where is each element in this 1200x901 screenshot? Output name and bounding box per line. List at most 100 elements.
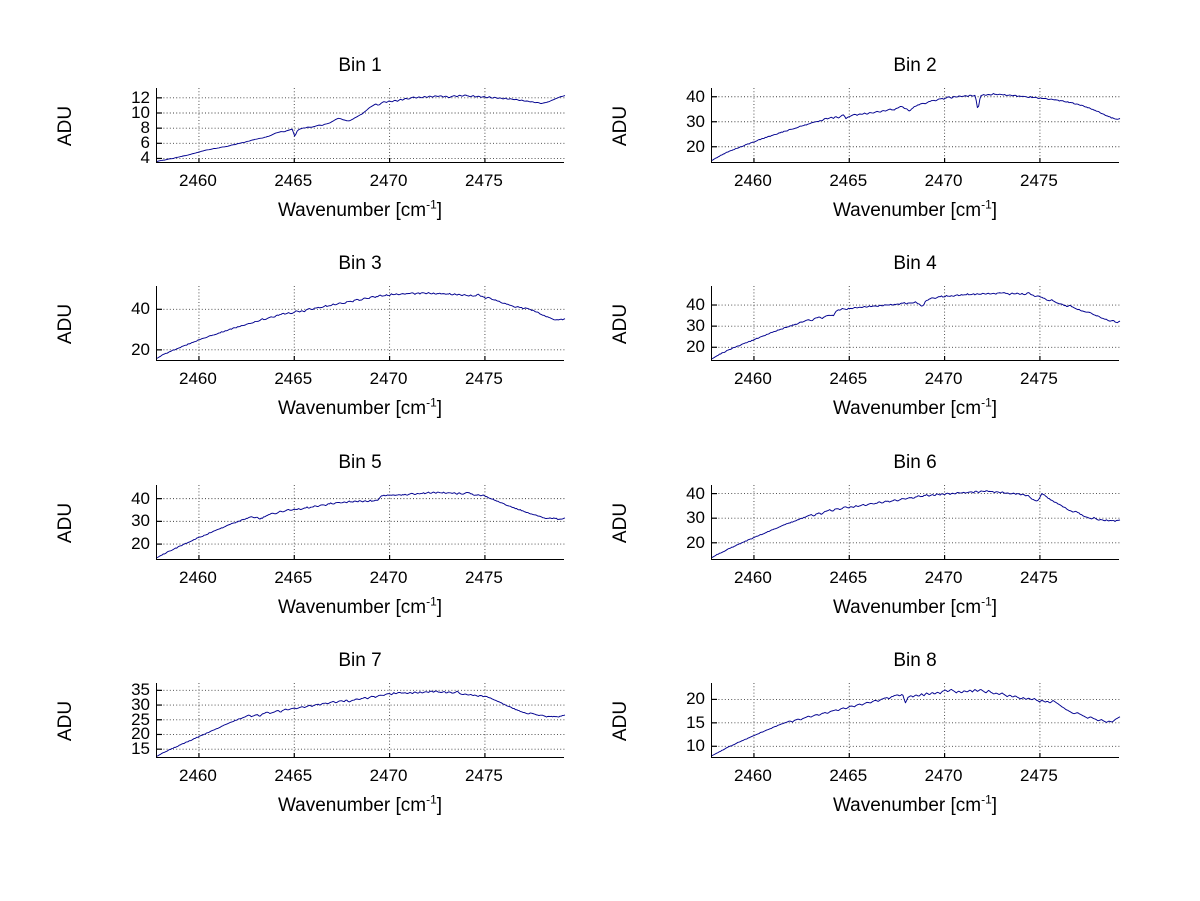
x-axis-label-exponent: -1 [426,395,437,410]
x-tick-label: 2470 [369,766,408,785]
y-tick-label: 35 [131,680,150,700]
x-tick-label: 2465 [274,171,313,190]
subplot-6: Bin 6 20 30 40 2460 2465 2470 2475 ADU Wavenumber… [601,452,1139,657]
spectrum-line [711,292,1121,360]
x-axis-label-text: Wavenumber [cm [832,398,982,419]
y-tick-label: 12 [131,87,150,107]
y-tick-label: 25 [131,709,150,729]
plot-area [156,88,566,163]
subplot-5: Bin 5 20 30 40 2460 2465 2470 2475 ADU Wavenumber… [46,452,584,657]
x-tick-label: 2460 [734,766,772,785]
y-tick-label: 20 [131,339,150,359]
y-tick-label: 40 [131,488,150,508]
subplot-4: Bin 4 20 30 40 2460 2465 2470 2475 ADU Wavenumber… [601,253,1139,458]
x-axis-label-tail: ] [436,398,443,419]
spectrum-svg [711,88,1121,163]
x-tick-label: 2460 [179,568,217,587]
x-axis-label: Wavenumber [cm-1] [711,594,1119,619]
y-axis-label: ADU [55,105,76,146]
x-tick-label: 2465 [829,568,868,587]
x-tick-label: 2465 [274,369,313,388]
spectrum-svg [156,88,566,163]
y-tick-label: 20 [686,136,705,156]
subplot-3: Bin 3 20 40 2460 2465 2470 2475 ADU Wavenumber [… [46,253,584,458]
x-tick-label: 2470 [924,171,963,190]
x-axis-label: Wavenumber [cm-1] [156,199,564,222]
x-tick-label: 2475 [465,171,503,190]
x-axis-label: Wavenumber [cm-1] [711,397,1119,420]
y-tick-label: 30 [686,111,705,131]
plot-area [156,286,566,361]
spectrum-svg [156,286,566,361]
spectrum-svg [711,683,1121,758]
subplot-2: Bin 2 20 30 40 2460 2465 2470 2475 ADU Wavenumber… [601,55,1139,260]
x-tick-label: 2460 [179,171,217,190]
x-axis-label-tail: ] [436,597,443,618]
y-tick-label: 20 [686,337,705,357]
y-axis-label: ADU [610,303,631,344]
spectrum-line [156,491,566,559]
y-axis-label: ADU [610,700,631,741]
x-tick-label: 2470 [924,369,963,388]
spectrum-line [156,94,566,162]
subplot-title: Bin 3 [338,253,382,274]
x-tick-label: 2460 [179,369,217,388]
x-axis-label-exponent: -1 [981,594,992,609]
y-tick-label: 20 [686,532,705,552]
y-axis-label: ADU [610,502,631,543]
x-axis-label-tail: ] [991,795,998,816]
plot-area [711,286,1121,361]
spectrum-line [711,92,1121,161]
spectrum-svg [711,286,1121,361]
y-tick-label: 40 [131,299,150,319]
y-axis-label: ADU [55,700,76,741]
x-tick-label: 2475 [1020,568,1058,587]
spectrum-line [156,292,566,359]
plot-area [711,88,1121,163]
subplot-8: Bin 8 10 15 20 2460 2465 2470 2475 ADU Wavenumber… [601,650,1139,855]
plot-area [711,485,1121,560]
x-tick-label: 2470 [369,568,408,587]
x-axis-label-text: Wavenumber [cm [832,597,982,618]
plot-area [156,485,566,560]
x-axis-label-tail: ] [991,398,998,419]
subplot-title: Bin 7 [338,650,382,671]
plot-area [156,683,566,758]
spectrum-svg [156,683,566,758]
plot-area [711,683,1121,758]
y-tick-label: 40 [686,295,705,314]
subplot-title: Bin 1 [338,55,382,76]
x-axis-label-exponent: -1 [981,792,992,807]
subplot-7: Bin 7 15 20 25 30 35 2460 2465 2470 2475 ADU Wavenu… [46,650,584,855]
y-tick-label: 10 [686,736,705,756]
x-tick-label: 2470 [369,171,408,190]
y-tick-label: 15 [686,712,705,732]
x-axis-label-text: Wavenumber [cm [277,597,427,618]
x-axis-label: Wavenumber [cm-1] [711,197,1119,222]
x-axis-label: Wavenumber [cm-1] [711,792,1119,817]
subplot-title: Bin 5 [338,452,382,473]
spectrum-svg [711,485,1121,560]
x-axis-label-exponent: -1 [426,792,437,807]
x-axis-label-text: Wavenumber [cm [277,795,427,816]
y-tick-label: 20 [131,724,150,744]
x-tick-label: 2465 [829,766,868,785]
subplot-1: Bin 1 4 6 8 10 12 2460 2465 2470 2475 ADU Wavenumbe… [46,55,584,260]
y-tick-label: 30 [131,511,150,531]
x-tick-label: 2475 [465,369,503,388]
x-axis-label-tail: ] [991,597,998,618]
x-tick-label: 2460 [179,766,217,785]
x-axis-label-exponent: -1 [981,197,992,212]
x-axis-label: Wavenumber [cm-1] [156,596,564,619]
x-tick-label: 2465 [829,369,868,388]
x-axis-label: Wavenumber [cm-1] [156,395,564,420]
subplot-title: Bin 8 [893,650,937,671]
x-tick-label: 2465 [274,568,313,587]
subplot-title: Bin 4 [893,253,937,274]
y-tick-label: 20 [686,689,705,709]
x-axis-label-text: Wavenumber [cm [832,200,982,221]
y-axis-label: ADU [55,303,76,344]
spectrum-line [711,490,1121,558]
x-tick-label: 2470 [924,766,963,785]
